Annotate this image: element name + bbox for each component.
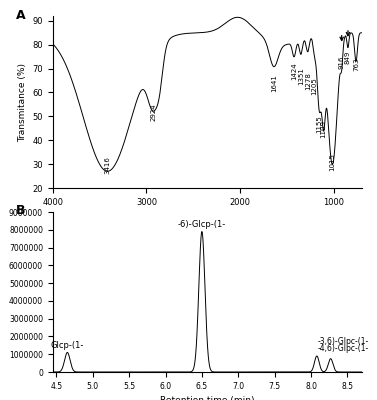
- Text: 1155: 1155: [316, 115, 322, 133]
- Text: -3,6)-Glpc-(1-: -3,6)-Glpc-(1-: [318, 337, 369, 346]
- Text: 916: 916: [339, 55, 345, 68]
- Text: 1278: 1278: [305, 72, 311, 90]
- Y-axis label: Abundance: Abundance: [0, 266, 3, 318]
- Text: Glcp-(1-: Glcp-(1-: [51, 341, 84, 350]
- Text: 1641: 1641: [271, 74, 277, 92]
- Text: 1015: 1015: [329, 154, 336, 171]
- X-axis label: Wave number (cm⁻¹): Wave number (cm⁻¹): [160, 212, 255, 221]
- Text: 1109: 1109: [320, 120, 326, 138]
- Text: 1424: 1424: [291, 63, 297, 80]
- Text: 3416: 3416: [104, 156, 110, 174]
- Text: 2924: 2924: [150, 104, 156, 121]
- Text: -4,6)-Glpc-(1-: -4,6)-Glpc-(1-: [318, 344, 369, 353]
- Text: 763: 763: [353, 58, 359, 71]
- Text: 1351: 1351: [298, 68, 304, 85]
- Text: A: A: [16, 9, 25, 22]
- Text: 1205: 1205: [312, 77, 317, 95]
- X-axis label: Retention time (min): Retention time (min): [160, 396, 254, 400]
- Y-axis label: Transmitance (%): Transmitance (%): [18, 62, 27, 142]
- Text: -6)-Glcp-(1-: -6)-Glcp-(1-: [178, 220, 226, 229]
- Text: 849: 849: [345, 50, 351, 64]
- Text: B: B: [16, 204, 25, 217]
